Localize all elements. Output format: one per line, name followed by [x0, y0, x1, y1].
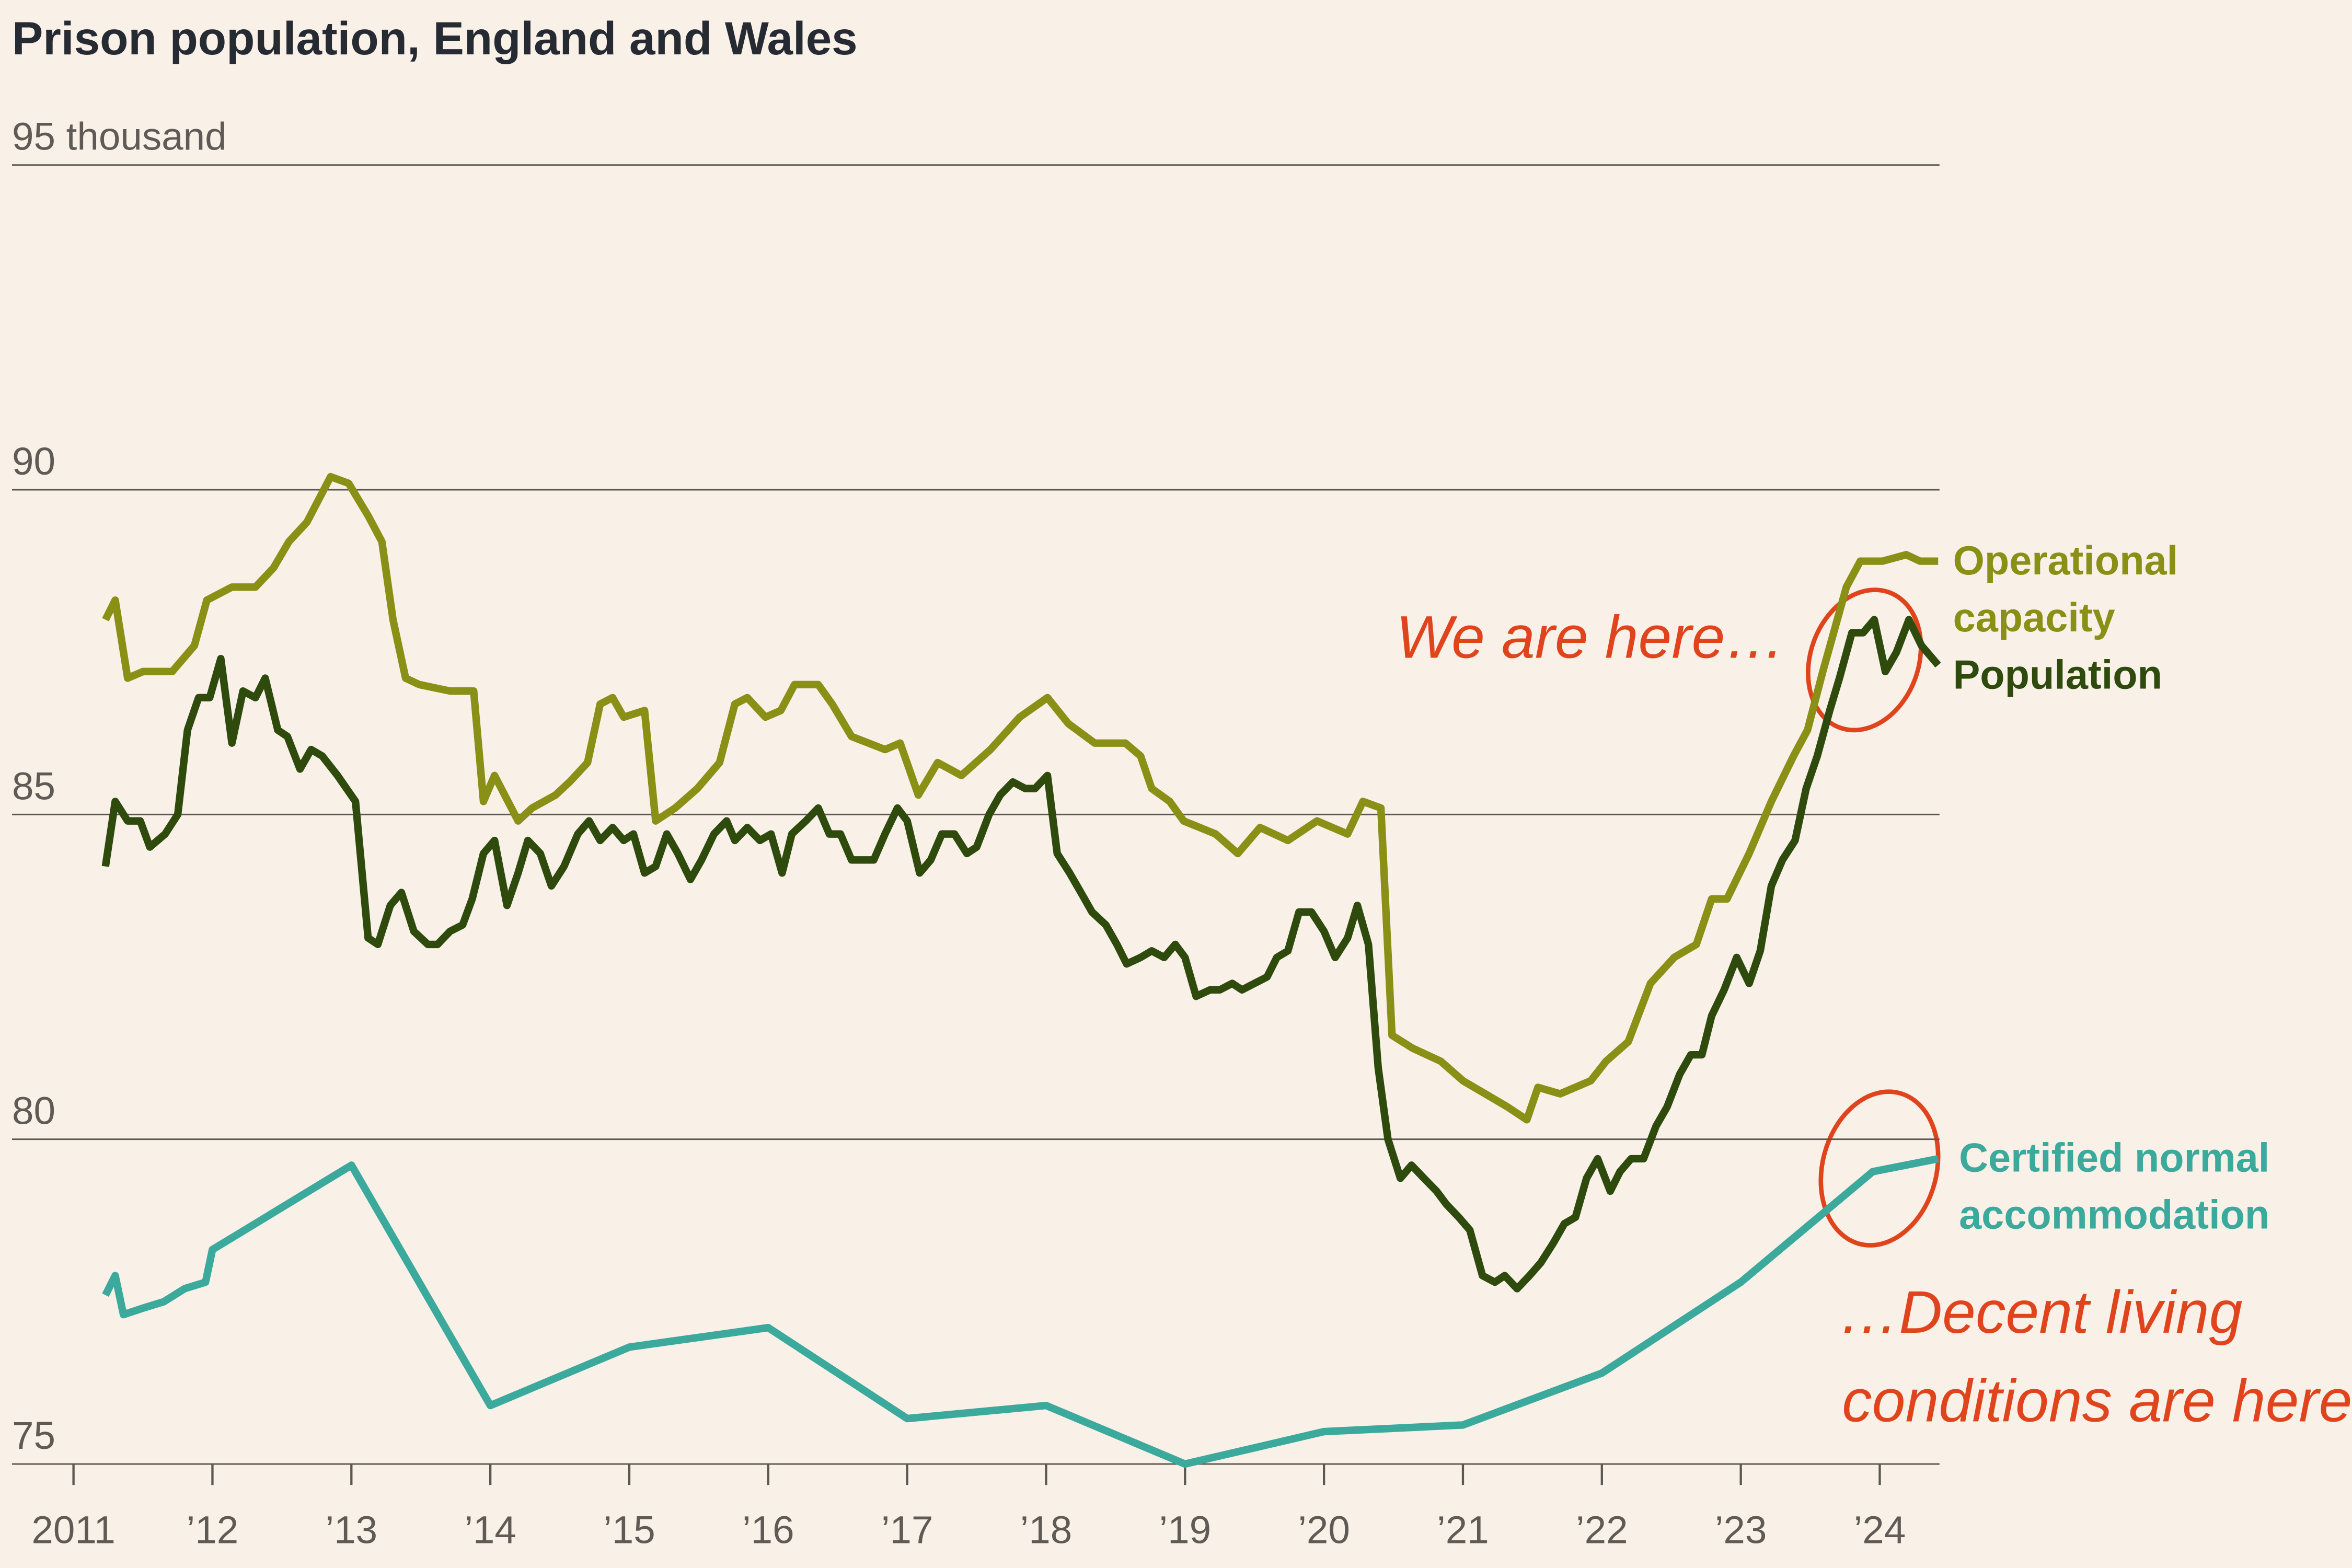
annotation: …Decent living: [1839, 1279, 2242, 1346]
x-tick-label: ’23: [1715, 1508, 1767, 1552]
x-tick-label: ’18: [1020, 1508, 1073, 1552]
x-tick-label: ’20: [1298, 1508, 1350, 1552]
series-label: Operational capacity: [1953, 538, 2178, 641]
y-tick-label: 90: [12, 439, 55, 483]
series-line: [102, 472, 1939, 1124]
annotation: conditions are here: [1842, 1367, 2352, 1434]
x-tick-label: ’15: [603, 1508, 655, 1552]
x-tick-label: ’19: [1159, 1508, 1212, 1552]
x-tick-label: ’16: [742, 1508, 794, 1552]
annotation: We are here…: [1396, 604, 1785, 671]
x-tick-label: ’22: [1576, 1508, 1628, 1552]
annotation-circle: [1818, 1089, 1941, 1248]
x-tick-label: ’24: [1854, 1508, 1906, 1552]
x-tick-label: ’17: [881, 1508, 933, 1552]
x-tick-label: ’13: [326, 1508, 378, 1552]
series-label: Population: [1953, 653, 2162, 698]
x-tick-label: ’21: [1437, 1508, 1489, 1552]
series-line: [102, 1155, 1939, 1468]
x-tick-label: ’12: [187, 1508, 239, 1552]
annotation-circle: [1806, 587, 1923, 733]
x-tick-label: 2011: [31, 1508, 115, 1552]
x-tick-label: ’14: [464, 1508, 516, 1552]
y-tick-label: 85: [12, 764, 55, 808]
series-line: [101, 616, 1941, 1293]
chart-title: Prison population, England and Wales: [12, 12, 858, 64]
y-tick-label: 95 thousand: [12, 114, 227, 158]
y-tick-label: 75: [12, 1413, 55, 1457]
y-tick-label: 80: [12, 1089, 55, 1133]
series-label: Certified normal accommodation: [1959, 1136, 2270, 1239]
